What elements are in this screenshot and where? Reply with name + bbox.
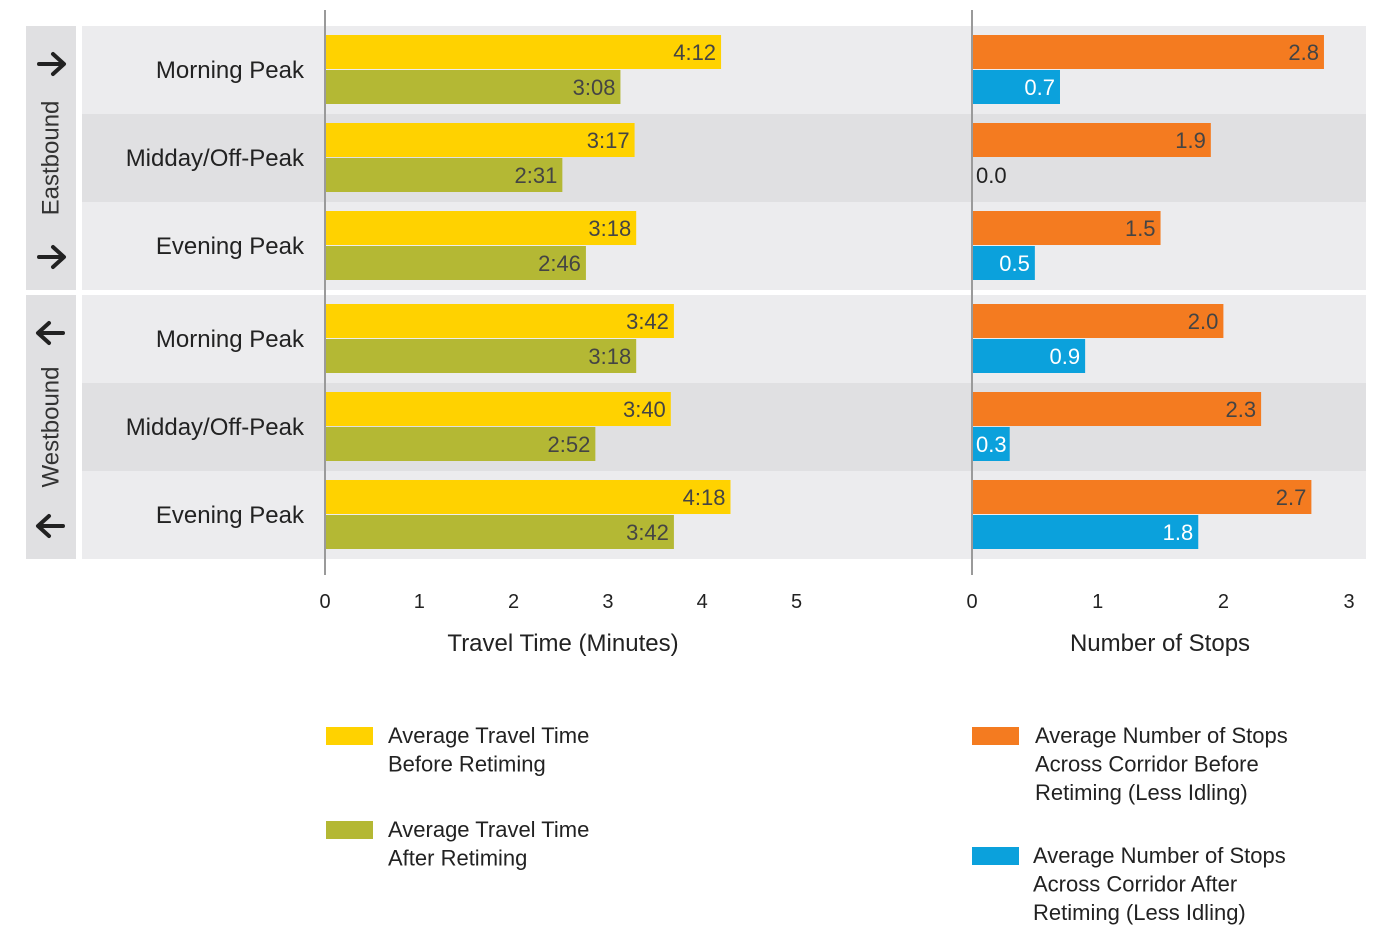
bar [325, 427, 596, 461]
bar [972, 339, 1086, 373]
data-label: 3:42 [626, 520, 669, 545]
x-tick-label: 5 [791, 591, 802, 613]
bar [972, 304, 1224, 338]
bar [972, 427, 1010, 461]
data-label: 2.0 [1188, 309, 1219, 334]
bar [972, 35, 1324, 69]
bar [972, 515, 1199, 549]
bar [325, 211, 637, 245]
category-label: Midday/Off-Peak [126, 145, 305, 172]
bar [325, 246, 586, 280]
bar [325, 158, 563, 192]
x-tick-label: 4 [697, 591, 708, 613]
data-label: 2.3 [1226, 397, 1257, 422]
group-label: Eastbound [38, 101, 65, 216]
legend-swatch [326, 821, 373, 839]
legend-label: Average Number of Stops [1035, 723, 1288, 748]
x-tick-label: 0 [319, 591, 330, 613]
bar [325, 70, 621, 104]
data-label: 3:17 [587, 128, 630, 153]
data-label: 0.5 [999, 251, 1030, 276]
data-label: 2:52 [548, 432, 591, 457]
data-label: 0.9 [1050, 344, 1081, 369]
bar [325, 480, 731, 514]
legend-label: Average Travel Time [388, 723, 589, 748]
bar [972, 392, 1262, 426]
x-tick-label: 3 [602, 591, 613, 613]
data-label: 0.3 [976, 432, 1007, 457]
category-label: Morning Peak [156, 326, 305, 353]
data-label: 3:42 [626, 309, 669, 334]
bar [325, 123, 635, 157]
x-tick-label: 2 [508, 591, 519, 613]
bar [325, 515, 674, 549]
group-block [26, 295, 76, 559]
data-label: 4:12 [673, 40, 716, 65]
legend-label: Retiming (Less Idling) [1033, 900, 1246, 925]
legend-label: Average Travel Time [388, 817, 589, 842]
arrow-left-icon [36, 321, 65, 345]
data-label: 3:08 [573, 75, 616, 100]
category-label: Evening Peak [156, 502, 305, 529]
data-label: 0.7 [1024, 75, 1055, 100]
data-label: 4:18 [683, 485, 726, 510]
data-label: 3:18 [588, 216, 631, 241]
bar [972, 70, 1060, 104]
data-label: 2.8 [1288, 40, 1319, 65]
data-label: 3:18 [588, 344, 631, 369]
category-label: Evening Peak [156, 233, 305, 260]
x-tick-label: 0 [966, 591, 977, 613]
bar [972, 123, 1211, 157]
legend-swatch [972, 727, 1019, 745]
group-label: Westbound [38, 367, 65, 488]
arrow-left-icon [36, 514, 65, 538]
bar [325, 35, 722, 69]
bar [325, 304, 674, 338]
arrow-right-icon [37, 245, 66, 269]
legend-label: Average Number of Stops [1033, 843, 1286, 868]
data-label: 2:31 [515, 163, 558, 188]
arrow-right-icon [37, 52, 66, 76]
legend-label: Across Corridor After [1033, 872, 1237, 897]
x-axis-title: Number of Stops [1070, 630, 1250, 657]
data-label: 1.5 [1125, 216, 1156, 241]
x-tick-label: 1 [1092, 591, 1103, 613]
legend-label: Retiming (Less Idling) [1035, 780, 1248, 805]
data-label: 2:46 [538, 251, 581, 276]
x-tick-label: 3 [1344, 591, 1355, 613]
legend-label: Before Retiming [388, 752, 546, 777]
data-label: 2.7 [1276, 485, 1307, 510]
legend-swatch [326, 727, 373, 745]
bar [325, 392, 671, 426]
x-axis-title: Travel Time (Minutes) [447, 630, 678, 657]
group-block [26, 26, 76, 290]
category-label: Midday/Off-Peak [126, 414, 305, 441]
x-tick-label: 2 [1218, 591, 1229, 613]
bar [972, 480, 1312, 514]
data-label: 1.8 [1163, 520, 1194, 545]
x-tick-label: 1 [414, 591, 425, 613]
bar [325, 339, 637, 373]
data-label: 1.9 [1175, 128, 1206, 153]
legend-label: Across Corridor Before [1035, 752, 1259, 777]
legend-swatch [972, 847, 1019, 865]
category-label: Morning Peak [156, 57, 305, 84]
data-label: 0.0 [976, 163, 1007, 188]
bar [972, 211, 1161, 245]
legend-label: After Retiming [388, 846, 527, 871]
data-label: 3:40 [623, 397, 666, 422]
bar [972, 246, 1035, 280]
